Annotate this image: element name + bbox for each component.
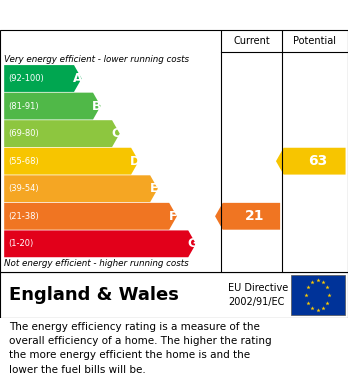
Text: 21: 21 — [245, 209, 265, 223]
Text: A: A — [73, 72, 82, 85]
Text: EU Directive
2002/91/EC: EU Directive 2002/91/EC — [228, 283, 288, 307]
Text: (69-80): (69-80) — [8, 129, 39, 138]
Text: (1-20): (1-20) — [8, 239, 34, 248]
Text: England & Wales: England & Wales — [9, 286, 179, 304]
Polygon shape — [4, 120, 120, 147]
Text: Not energy efficient - higher running costs: Not energy efficient - higher running co… — [4, 258, 189, 267]
Text: (39-54): (39-54) — [8, 184, 39, 193]
Text: Energy Efficiency Rating: Energy Efficiency Rating — [9, 7, 230, 23]
Text: F: F — [169, 210, 177, 223]
Polygon shape — [4, 230, 196, 257]
Text: C: C — [111, 127, 120, 140]
Text: (81-91): (81-91) — [8, 102, 39, 111]
Polygon shape — [4, 175, 158, 202]
Polygon shape — [276, 148, 346, 174]
Text: B: B — [92, 100, 102, 113]
Text: Very energy efficient - lower running costs: Very energy efficient - lower running co… — [4, 54, 189, 64]
Text: Current: Current — [233, 36, 270, 46]
Bar — [291, 275, 345, 315]
Text: (21-38): (21-38) — [8, 212, 39, 221]
Text: E: E — [150, 182, 158, 195]
Text: (55-68): (55-68) — [8, 157, 39, 166]
Text: Potential: Potential — [293, 36, 337, 46]
Polygon shape — [4, 65, 82, 92]
Text: 63: 63 — [308, 154, 328, 168]
Text: The energy efficiency rating is a measure of the
overall efficiency of a home. T: The energy efficiency rating is a measur… — [9, 322, 271, 375]
Polygon shape — [4, 93, 101, 120]
Text: D: D — [130, 155, 140, 168]
Polygon shape — [215, 203, 280, 230]
Polygon shape — [4, 148, 139, 174]
Polygon shape — [4, 203, 177, 230]
Text: G: G — [187, 237, 197, 250]
Text: (92-100): (92-100) — [8, 74, 44, 83]
